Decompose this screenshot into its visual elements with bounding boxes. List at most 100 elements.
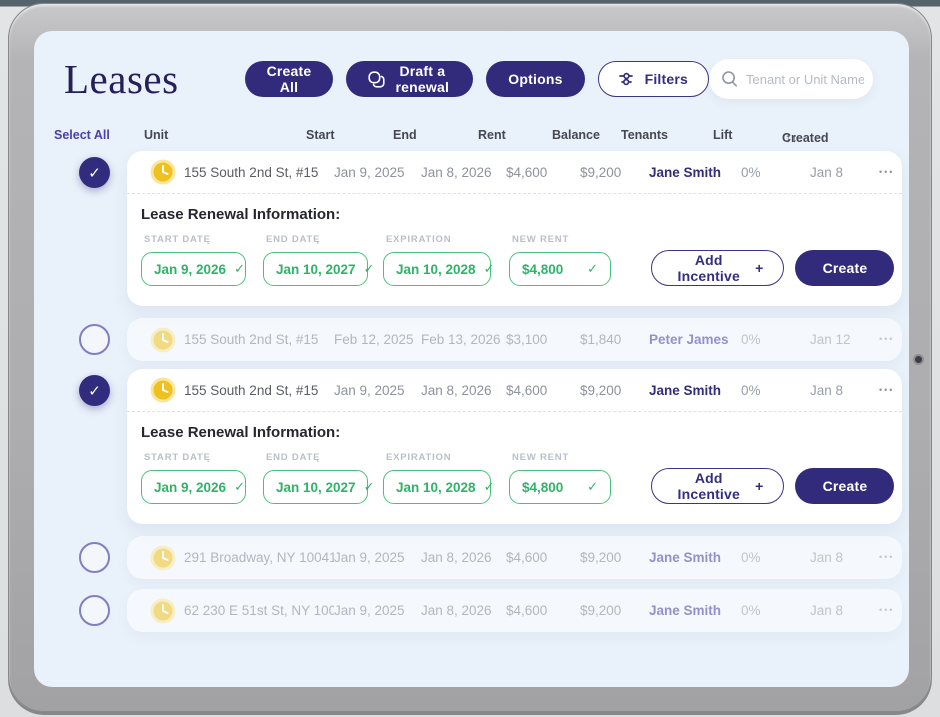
start-date-label: START DATĘ [144, 234, 211, 245]
rent-cell: $4,600 [506, 550, 548, 565]
lift-cell: 0% [741, 603, 761, 618]
expiration-label: EXPIRATION [386, 234, 452, 245]
clock-icon [141, 377, 184, 403]
tablet-frame: Leases Create All Draft a renewal Option… [8, 3, 932, 712]
start-date-field[interactable]: Jan 9, 2026 ✓ [141, 470, 246, 504]
field-check-icon: ✓ [587, 479, 598, 494]
column-header-tenants: Tenants [621, 128, 668, 142]
row-checkbox-checked[interactable]: ✓ [79, 157, 110, 188]
sliders-icon [618, 72, 637, 86]
select-all-button[interactable]: Select All [54, 128, 110, 142]
column-header-start: Start [306, 128, 335, 142]
row-menu-button[interactable]: ••• [879, 552, 895, 562]
field-check-icon: ✓ [234, 261, 245, 276]
expiration-field[interactable]: Jan 10, 2028 ✓ [383, 252, 494, 286]
clock-icon [141, 327, 184, 353]
add-incentive-button[interactable]: Add Incentive + [651, 250, 785, 286]
plus-icon: + [755, 478, 764, 494]
app-title: Leases [64, 56, 179, 102]
start-cell: Jan 9, 2025 [334, 603, 405, 618]
clock-icon [141, 598, 184, 624]
lift-cell: 0% [741, 332, 761, 347]
end-cell: Jan 8, 2026 [421, 382, 492, 398]
new-rent-label: NEW RENT [512, 234, 570, 245]
side-button [915, 356, 922, 363]
end-cell: Feb 13, 2026 [421, 332, 501, 347]
row-menu-button[interactable]: ••• [879, 384, 895, 395]
table-row[interactable]: 291 Broadway, NY 10041 Jan 9, 2025 Jan 8… [127, 536, 902, 579]
unit-cell: 62 230 E 51st St, NY 10022 [184, 603, 334, 618]
row-checkbox-unchecked[interactable] [79, 542, 110, 573]
field-check-icon: ✓ [363, 261, 375, 276]
end-cell: Jan 8, 2026 [421, 164, 492, 180]
created-cell: Jan 8 [810, 550, 844, 565]
clock-icon [141, 159, 184, 185]
check-icon: ✓ [88, 164, 101, 182]
row-menu-button[interactable]: ••• [879, 605, 895, 615]
rent-cell: $3,100 [506, 332, 548, 347]
end-date-field[interactable]: Jan 10, 2027 ✓ [263, 252, 374, 286]
add-incentive-button[interactable]: Add Incentive + [651, 468, 785, 504]
balance-cell: $9,200 [580, 603, 622, 618]
lease-row-group: ✓ 155 South 2nd S [62, 369, 903, 524]
table-row[interactable]: 155 South 2nd St, #15 Jan 9, 2025 Jan 8,… [127, 151, 903, 194]
column-header-unit: Unit [144, 128, 169, 142]
start-cell: Feb 12, 2025 [334, 332, 414, 347]
renewal-heading: Lease Renewal Information: [141, 206, 341, 223]
tenant-cell: Jane Smith [649, 550, 722, 565]
create-button[interactable]: Create [795, 468, 895, 504]
table-row[interactable]: 62 230 E 51st St, NY 10022 Jan 9, 2025 J… [127, 589, 902, 632]
end-date-label: END DATĘ [266, 452, 321, 463]
field-check-icon: ✓ [363, 479, 375, 494]
new-rent-field[interactable]: $4,800 ✓ [509, 252, 611, 286]
field-check-icon: ✓ [483, 479, 495, 494]
start-date-label: START DATĘ [144, 452, 211, 463]
row-menu-button[interactable]: ••• [879, 334, 895, 344]
table-row[interactable]: 155 South 2nd St, #15 Jan 9, 2025 Jan 8,… [127, 369, 903, 412]
table-row[interactable]: 155 South 2nd St, #15 Feb 12, 2025 Feb 1… [127, 318, 902, 361]
renewal-heading: Lease Renewal Information: [141, 424, 341, 441]
clock-icon [141, 545, 184, 571]
column-header-end: End [393, 128, 417, 142]
row-checkbox-unchecked[interactable] [79, 324, 110, 355]
lease-row-group: ✓ 155 South 2nd S [62, 151, 903, 306]
lease-card: 155 South 2nd St, #15 Jan 9, 2025 Jan 8,… [127, 369, 903, 524]
expiration-label: EXPIRATION [386, 452, 452, 463]
new-rent-field[interactable]: $4,800 ✓ [509, 470, 611, 504]
filters-button[interactable]: Filters [597, 61, 709, 97]
new-rent-label: NEW RENT [512, 452, 570, 463]
lease-card: 155 South 2nd St, #15 Feb 12, 2025 Feb 1… [127, 318, 903, 361]
options-button[interactable]: Options [486, 61, 585, 97]
lease-row-group: 62 230 E 51st St, NY 10022 Jan 9, 2025 J… [62, 589, 903, 632]
row-menu-button[interactable]: ••• [879, 166, 895, 177]
create-button[interactable]: Create [795, 250, 895, 286]
end-date-label: END DATĘ [266, 234, 321, 245]
search-icon [721, 70, 739, 88]
unit-cell: 155 South 2nd St, #15 [184, 164, 319, 180]
end-date-field[interactable]: Jan 10, 2027 ✓ [263, 470, 374, 504]
start-date-field[interactable]: Jan 9, 2026 ✓ [141, 252, 246, 286]
lift-cell: 0% [741, 382, 761, 398]
search-box[interactable] [709, 59, 873, 99]
row-checkbox-checked[interactable]: ✓ [79, 375, 110, 406]
start-cell: Jan 9, 2025 [334, 550, 405, 565]
tenant-cell: Peter James [649, 332, 729, 347]
search-input[interactable] [746, 71, 864, 87]
expiration-field[interactable]: Jan 10, 2028 ✓ [383, 470, 494, 504]
row-checkbox-unchecked[interactable] [79, 595, 110, 626]
start-cell: Jan 9, 2025 [334, 164, 405, 180]
field-check-icon: ✓ [483, 261, 495, 276]
copy-icon [368, 70, 385, 88]
create-all-button[interactable]: Create All [244, 61, 334, 97]
created-cell: Jan 8 [810, 164, 844, 180]
created-cell: Jan 8 [810, 382, 844, 398]
lift-cell: 0% [741, 164, 761, 180]
draft-renewal-button[interactable]: Draft a renewal [346, 61, 474, 97]
plus-icon: + [755, 260, 764, 276]
app-screen: Leases Create All Draft a renewal Option… [34, 31, 909, 687]
lift-cell: 0% [741, 550, 761, 565]
field-check-icon: ✓ [587, 261, 598, 276]
start-cell: Jan 9, 2025 [334, 382, 405, 398]
unit-cell: 291 Broadway, NY 10041 [184, 550, 334, 565]
rent-cell: $4,600 [506, 164, 548, 180]
